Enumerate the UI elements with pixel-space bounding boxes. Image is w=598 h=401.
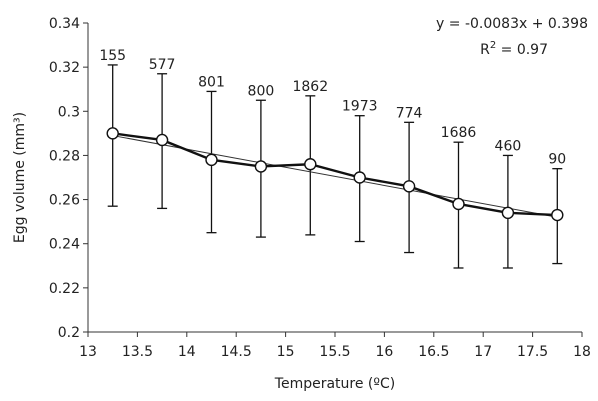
data-point (106, 127, 119, 140)
x-ticks: 13 13.5 14 14.5 15 15.5 16 16.5 17 17.5 18 (79, 332, 591, 360)
error-bars (107, 64, 563, 269)
sample-size-label: 1862 (292, 79, 328, 95)
sample-size-label: 90 (548, 152, 566, 168)
y-tick-label: 0.32 (49, 60, 80, 76)
sample-size-label: 1686 (441, 125, 477, 141)
data-point (254, 160, 268, 173)
data-series (112, 132, 558, 217)
x-tick-label: 18 (573, 344, 591, 360)
data-point (551, 208, 564, 222)
sample-size-label: 155 (99, 48, 126, 64)
y-ticks: 0.2 0.22 0.24 0.26 0.28 0.3 0.32 0.34 (49, 16, 88, 341)
data-point (205, 153, 218, 167)
y-tick-label: 0.34 (49, 16, 80, 32)
sample-size-label: 801 (198, 74, 225, 90)
r-squared-label: R2 = 0.97 (480, 40, 548, 58)
x-tick-label: 17.5 (517, 344, 548, 360)
data-point (402, 180, 416, 193)
sample-size-label: 774 (396, 105, 423, 121)
data-point (353, 171, 366, 184)
x-axis-title: Temperature (ºC) (274, 376, 395, 392)
x-tick-label: 16 (375, 344, 393, 360)
y-tick-label: 0.26 (49, 193, 80, 209)
sample-size-labels: 155 577 801 800 1862 1973 774 1686 460 90 (99, 48, 566, 168)
y-tick-label: 0.24 (49, 237, 80, 253)
r-squared-symbol: R (480, 42, 490, 58)
data-point (452, 197, 465, 211)
x-tick-label: 13 (79, 344, 97, 360)
data-point (304, 158, 317, 171)
x-tick-label: 13.5 (122, 344, 153, 360)
y-tick-label: 0.22 (49, 281, 80, 297)
y-tick-label: 0.2 (58, 325, 80, 341)
data-point (501, 206, 515, 220)
data-point (155, 133, 169, 147)
sample-size-label: 800 (248, 83, 275, 99)
sample-size-label: 460 (495, 138, 522, 154)
trendline-equation: y = -0.0083x + 0.398 (436, 16, 588, 32)
x-tick-label: 14.5 (221, 344, 252, 360)
y-axis-title: Egg volume (mm³) (12, 112, 28, 243)
series-line (112, 132, 558, 217)
x-tick-label: 14 (178, 344, 196, 360)
sample-size-label: 1973 (342, 99, 378, 115)
y-tick-label: 0.28 (49, 148, 80, 164)
x-tick-label: 15.5 (319, 344, 350, 360)
y-tick-label: 0.3 (58, 104, 80, 120)
x-tick-label: 17 (474, 344, 492, 360)
x-tick-label: 15 (277, 344, 295, 360)
r-squared-value: = 0.97 (496, 42, 548, 58)
r-squared-exponent: 2 (490, 40, 496, 51)
x-tick-label: 16.5 (418, 344, 449, 360)
data-points (106, 127, 564, 222)
sample-size-label: 577 (149, 57, 176, 73)
